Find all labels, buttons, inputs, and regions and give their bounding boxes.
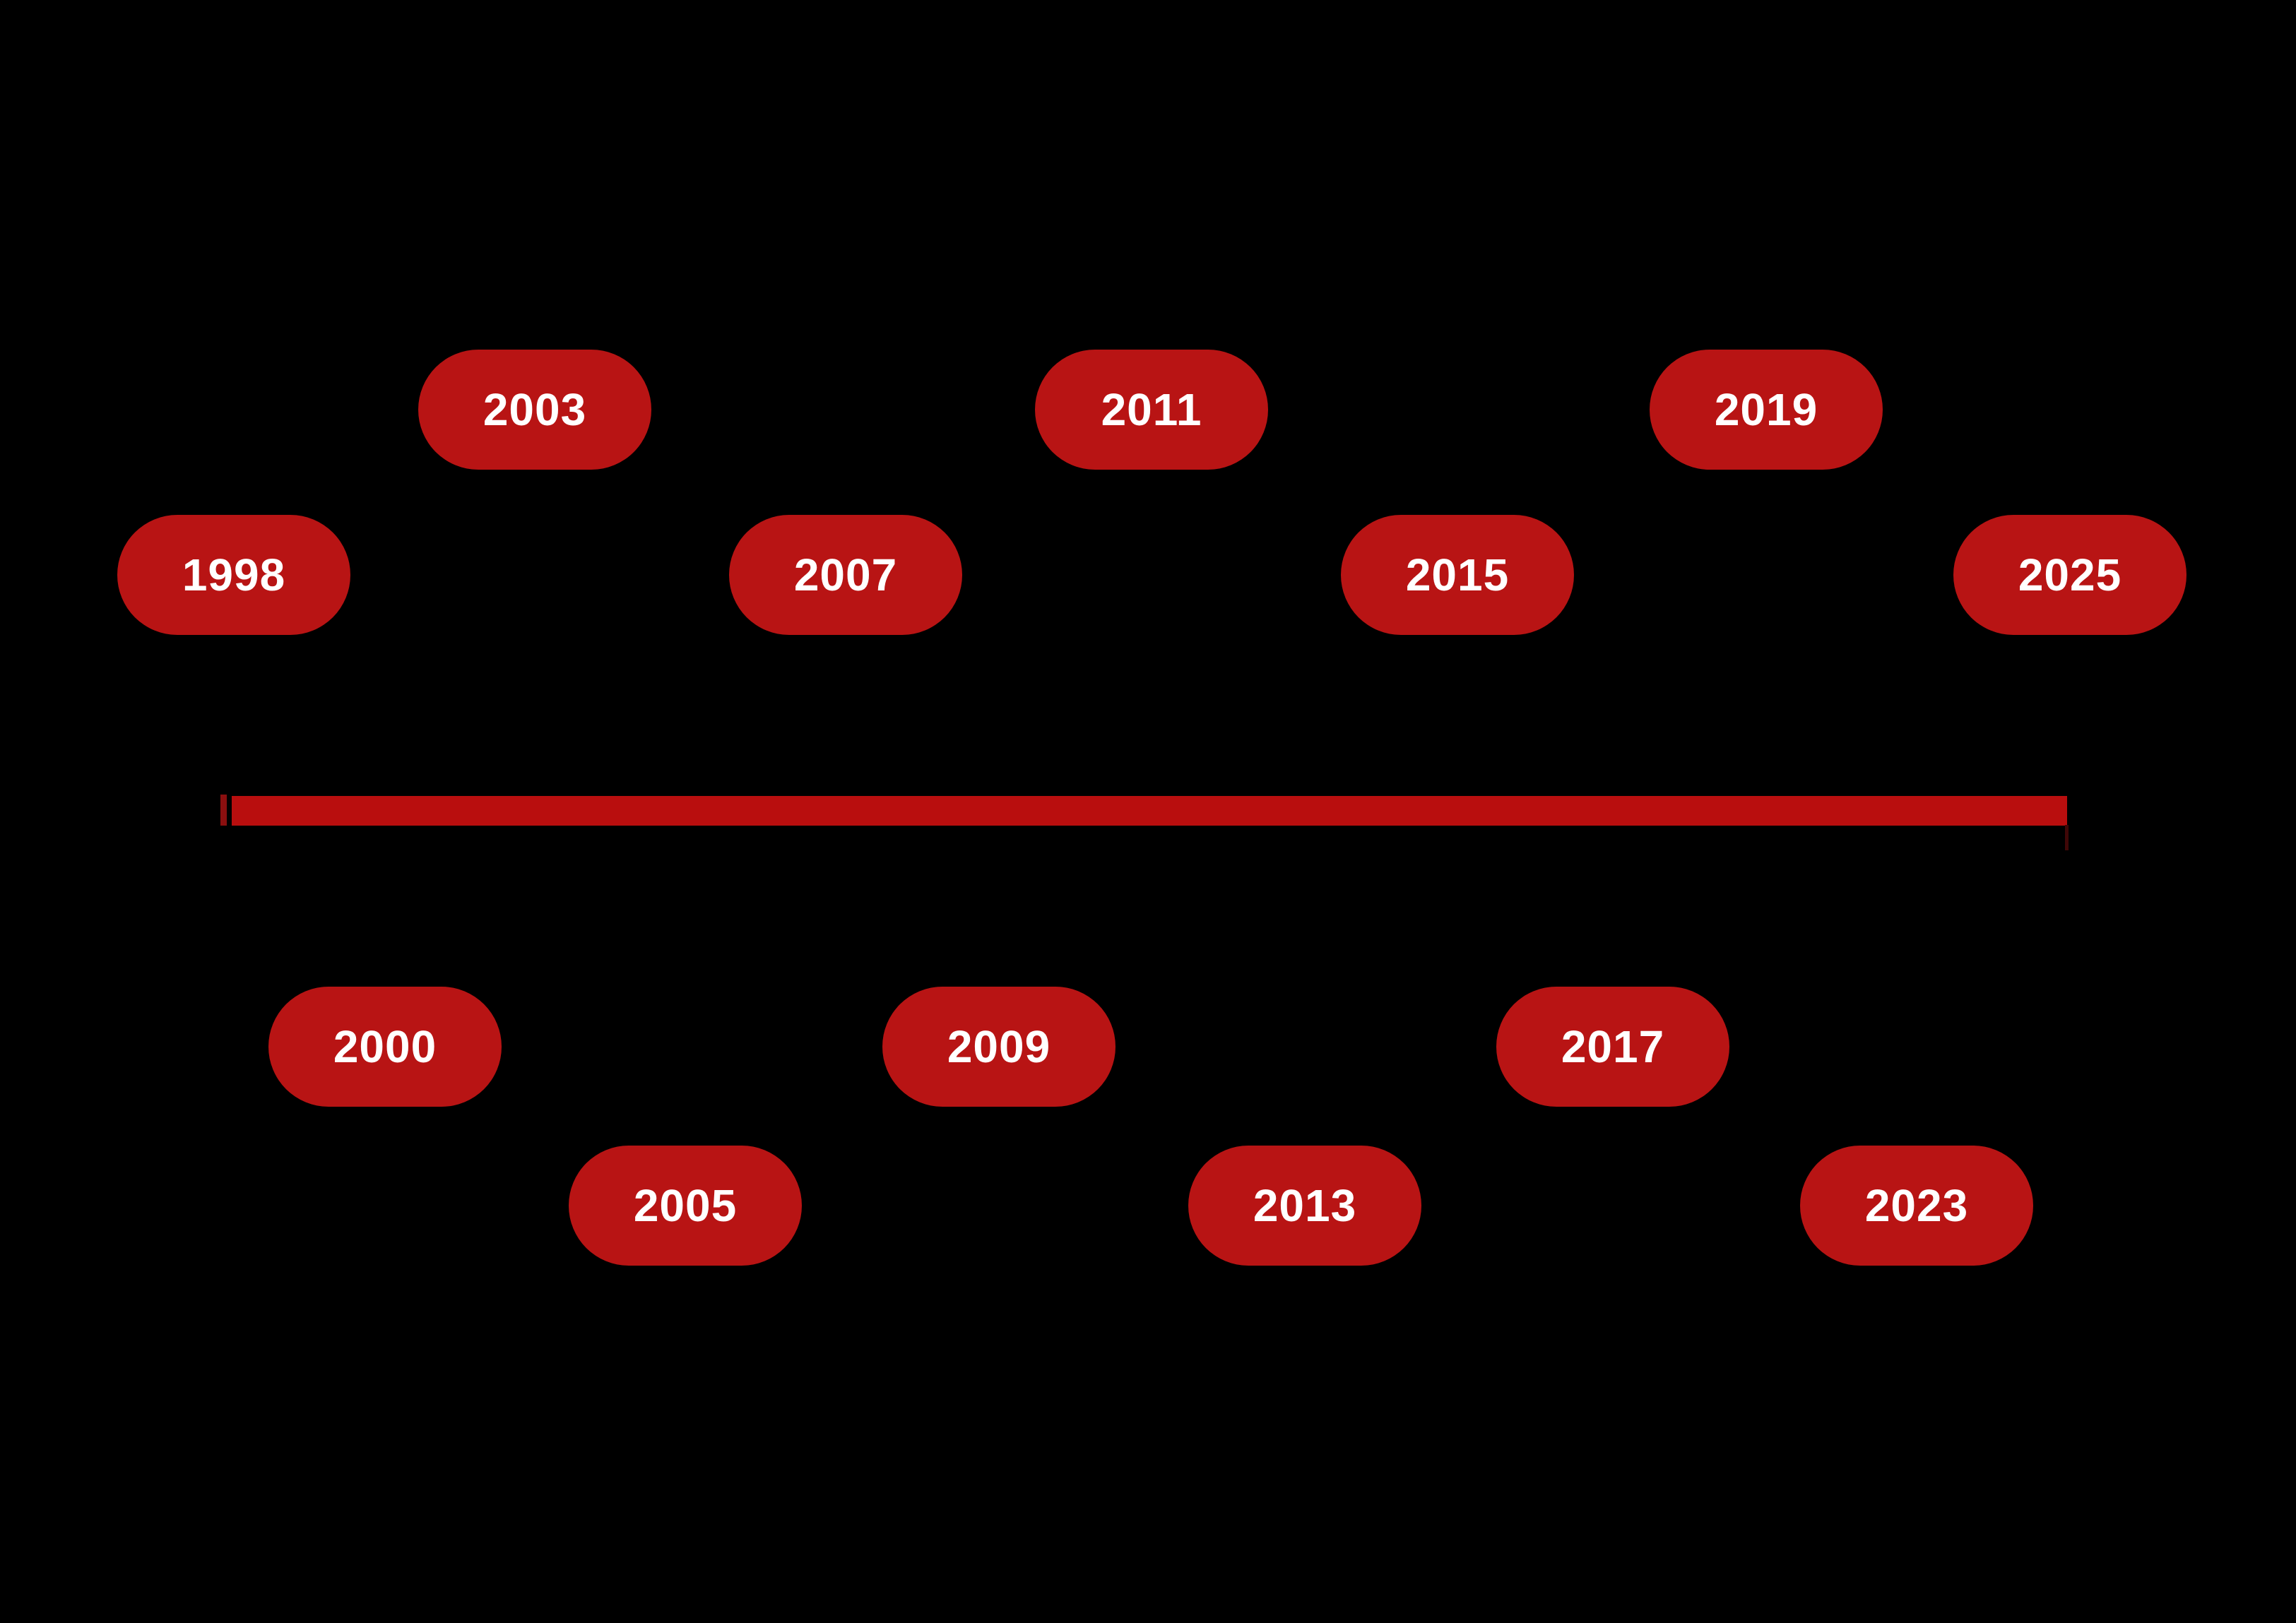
year-pill-2005: 2005 (569, 1146, 802, 1266)
year-label: 2017 (1561, 1021, 1665, 1072)
year-pill-2007: 2007 (729, 515, 962, 635)
year-label: 2019 (1714, 384, 1818, 435)
timeline-end-tick (2065, 825, 2069, 850)
year-label: 2000 (333, 1021, 437, 1072)
year-label: 2003 (483, 384, 587, 435)
year-pill-1998: 1998 (117, 515, 350, 635)
timeline-start-tick (220, 795, 227, 826)
year-pill-2025: 2025 (1953, 515, 2186, 635)
year-label: 2007 (793, 549, 898, 600)
year-pill-2011: 2011 (1035, 350, 1268, 470)
year-pill-2013: 2013 (1188, 1146, 1421, 1266)
year-pill-2015: 2015 (1341, 515, 1574, 635)
year-label: 2005 (633, 1180, 738, 1231)
year-pill-2009: 2009 (882, 987, 1116, 1107)
year-pill-2019: 2019 (1650, 350, 1883, 470)
year-label: 2015 (1405, 549, 1510, 600)
year-label: 1998 (182, 549, 286, 600)
year-pill-2017: 2017 (1496, 987, 1729, 1107)
year-label: 2023 (1864, 1180, 1969, 1231)
year-pill-2003: 2003 (418, 350, 651, 470)
year-pill-2023: 2023 (1800, 1146, 2033, 1266)
year-label: 2013 (1253, 1180, 1357, 1231)
year-pill-2000: 2000 (268, 987, 502, 1107)
timeline-axis-line (232, 796, 2067, 826)
year-label: 2009 (947, 1021, 1051, 1072)
year-label: 2011 (1101, 384, 1202, 435)
year-label: 2025 (2018, 549, 2122, 600)
